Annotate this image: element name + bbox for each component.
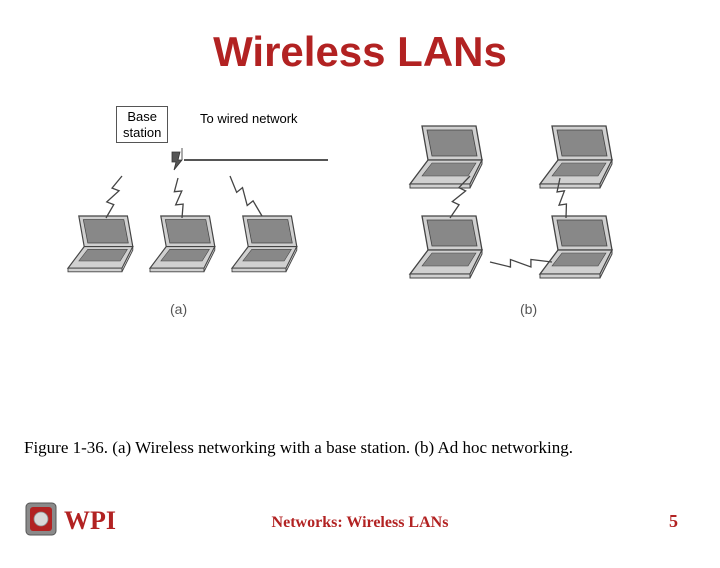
page-number-text: 5 [669, 511, 678, 531]
page-number: 5 [669, 511, 678, 532]
footer-label: Networks: Wireless LANs [272, 514, 449, 531]
wireless-bolt-icon [106, 176, 122, 218]
wireless-bolt-icon [490, 260, 552, 268]
laptop-icon [150, 216, 215, 272]
wireless-bolt-icon [174, 178, 183, 218]
panel-b-label: (b) [520, 301, 537, 317]
laptop-icon [68, 216, 133, 272]
laptop-icon [540, 216, 612, 278]
figure-caption: Figure 1-36. (a) Wireless networking wit… [24, 438, 573, 458]
wireless-bolt-icon [230, 176, 262, 216]
laptop-icon [232, 216, 297, 272]
laptop-icon [410, 126, 482, 188]
figure-svg [0, 106, 720, 356]
figure-area: Basestation To wired network (a) (b) [0, 106, 720, 356]
panel-a-label: (a) [170, 301, 187, 317]
wpi-logo-text: WPI [64, 506, 116, 535]
laptop-icon [410, 216, 482, 278]
laptop-icon [540, 126, 612, 188]
wpi-logo: WPI [24, 499, 134, 544]
title-text: Wireless LANs [213, 28, 507, 75]
slide-title: Wireless LANs [0, 28, 720, 76]
caption-text: Figure 1-36. (a) Wireless networking wit… [24, 438, 573, 457]
